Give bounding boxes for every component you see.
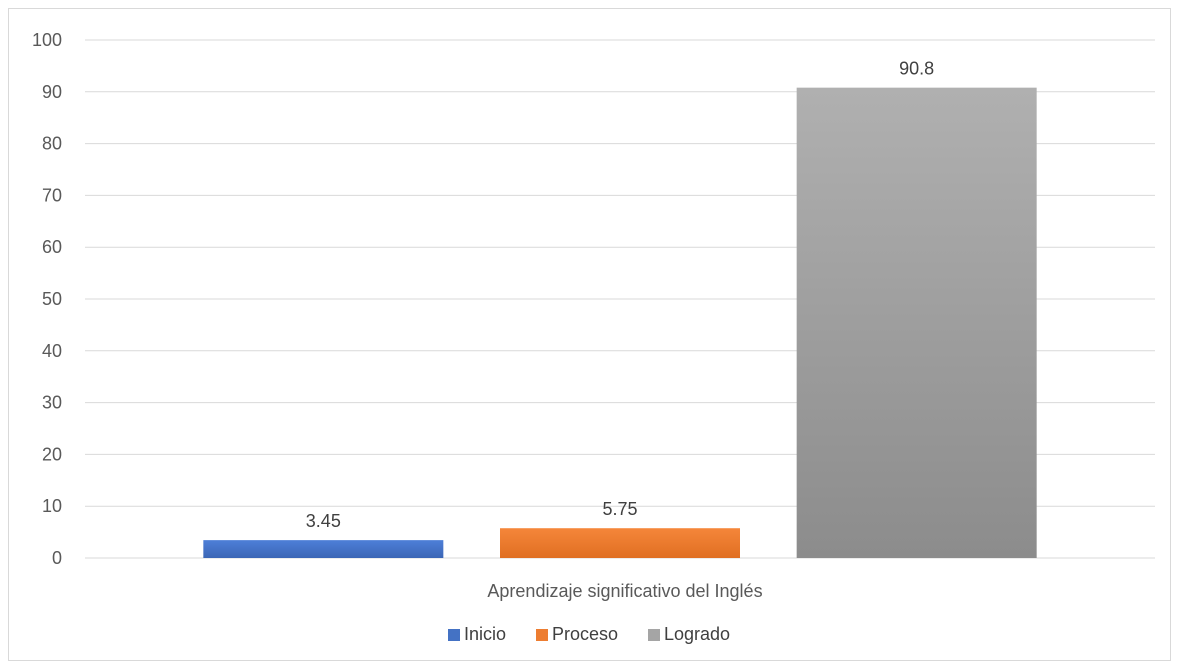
y-tick-label: 30 xyxy=(42,393,62,413)
y-axis-ticks: 0 10 20 30 40 50 60 70 80 90 100 xyxy=(32,30,62,568)
data-label-logrado: 90.8 xyxy=(899,59,934,79)
y-tick-label: 40 xyxy=(42,341,62,361)
y-tick-label: 80 xyxy=(42,134,62,154)
y-tick-label: 90 xyxy=(42,82,62,102)
legend-swatch-proceso xyxy=(536,629,548,641)
legend-label-proceso: Proceso xyxy=(552,624,618,644)
legend-label-inicio: Inicio xyxy=(464,624,506,644)
legend: Inicio Proceso Logrado xyxy=(448,624,730,644)
bars xyxy=(203,87,1037,558)
bar-proceso xyxy=(500,528,740,558)
y-tick-label: 10 xyxy=(42,496,62,516)
y-tick-label: 70 xyxy=(42,185,62,205)
bar-logrado xyxy=(796,87,1037,558)
data-label-proceso: 5.75 xyxy=(602,499,637,519)
y-tick-label: 0 xyxy=(52,548,62,568)
y-tick-label: 100 xyxy=(32,30,62,50)
data-label-inicio: 3.45 xyxy=(306,511,341,531)
legend-swatch-inicio xyxy=(448,629,460,641)
data-labels: 3.45 5.75 90.8 xyxy=(306,59,934,531)
y-tick-label: 50 xyxy=(42,289,62,309)
legend-label-logrado: Logrado xyxy=(664,624,730,644)
legend-swatch-logrado xyxy=(648,629,660,641)
bar-inicio xyxy=(203,540,444,558)
y-tick-label: 20 xyxy=(42,444,62,464)
y-tick-label: 60 xyxy=(42,237,62,257)
category-label: Aprendizaje significativo del Inglés xyxy=(487,581,762,601)
